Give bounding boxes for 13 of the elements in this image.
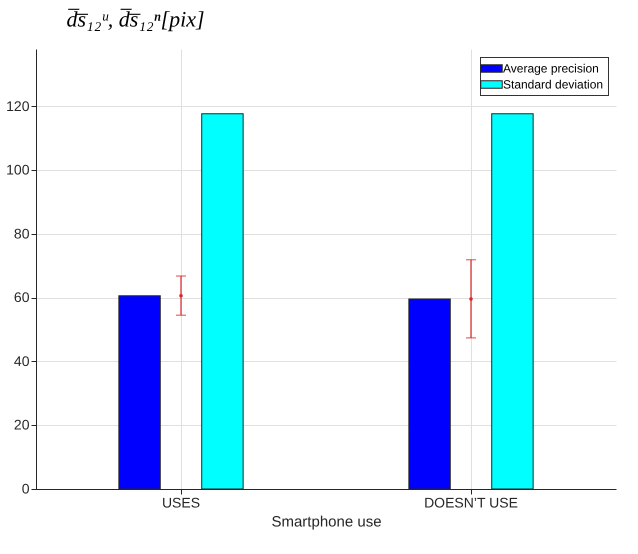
y-axis-title: d̅s̅₁₂ᵘ, d̅s̅₁₂ⁿ[pix]: [66, 6, 205, 32]
y-tick-label: 60: [14, 289, 30, 306]
y-tick-label: 20: [14, 416, 30, 433]
x-tick-label: USES: [162, 494, 200, 510]
y-tick-label: 80: [14, 225, 30, 242]
y-tick-label: 40: [14, 352, 30, 369]
y-tick-label: 120: [6, 98, 30, 114]
y-tick-label: 100: [6, 162, 30, 178]
x-tick-label: DOESN’T USE: [424, 494, 518, 510]
legend-label: Average precision: [503, 62, 599, 76]
x-axis-title: Smartphone use: [271, 514, 382, 530]
y-tick-label: 0: [22, 480, 30, 496]
legend-label: Standard deviation: [503, 78, 604, 92]
